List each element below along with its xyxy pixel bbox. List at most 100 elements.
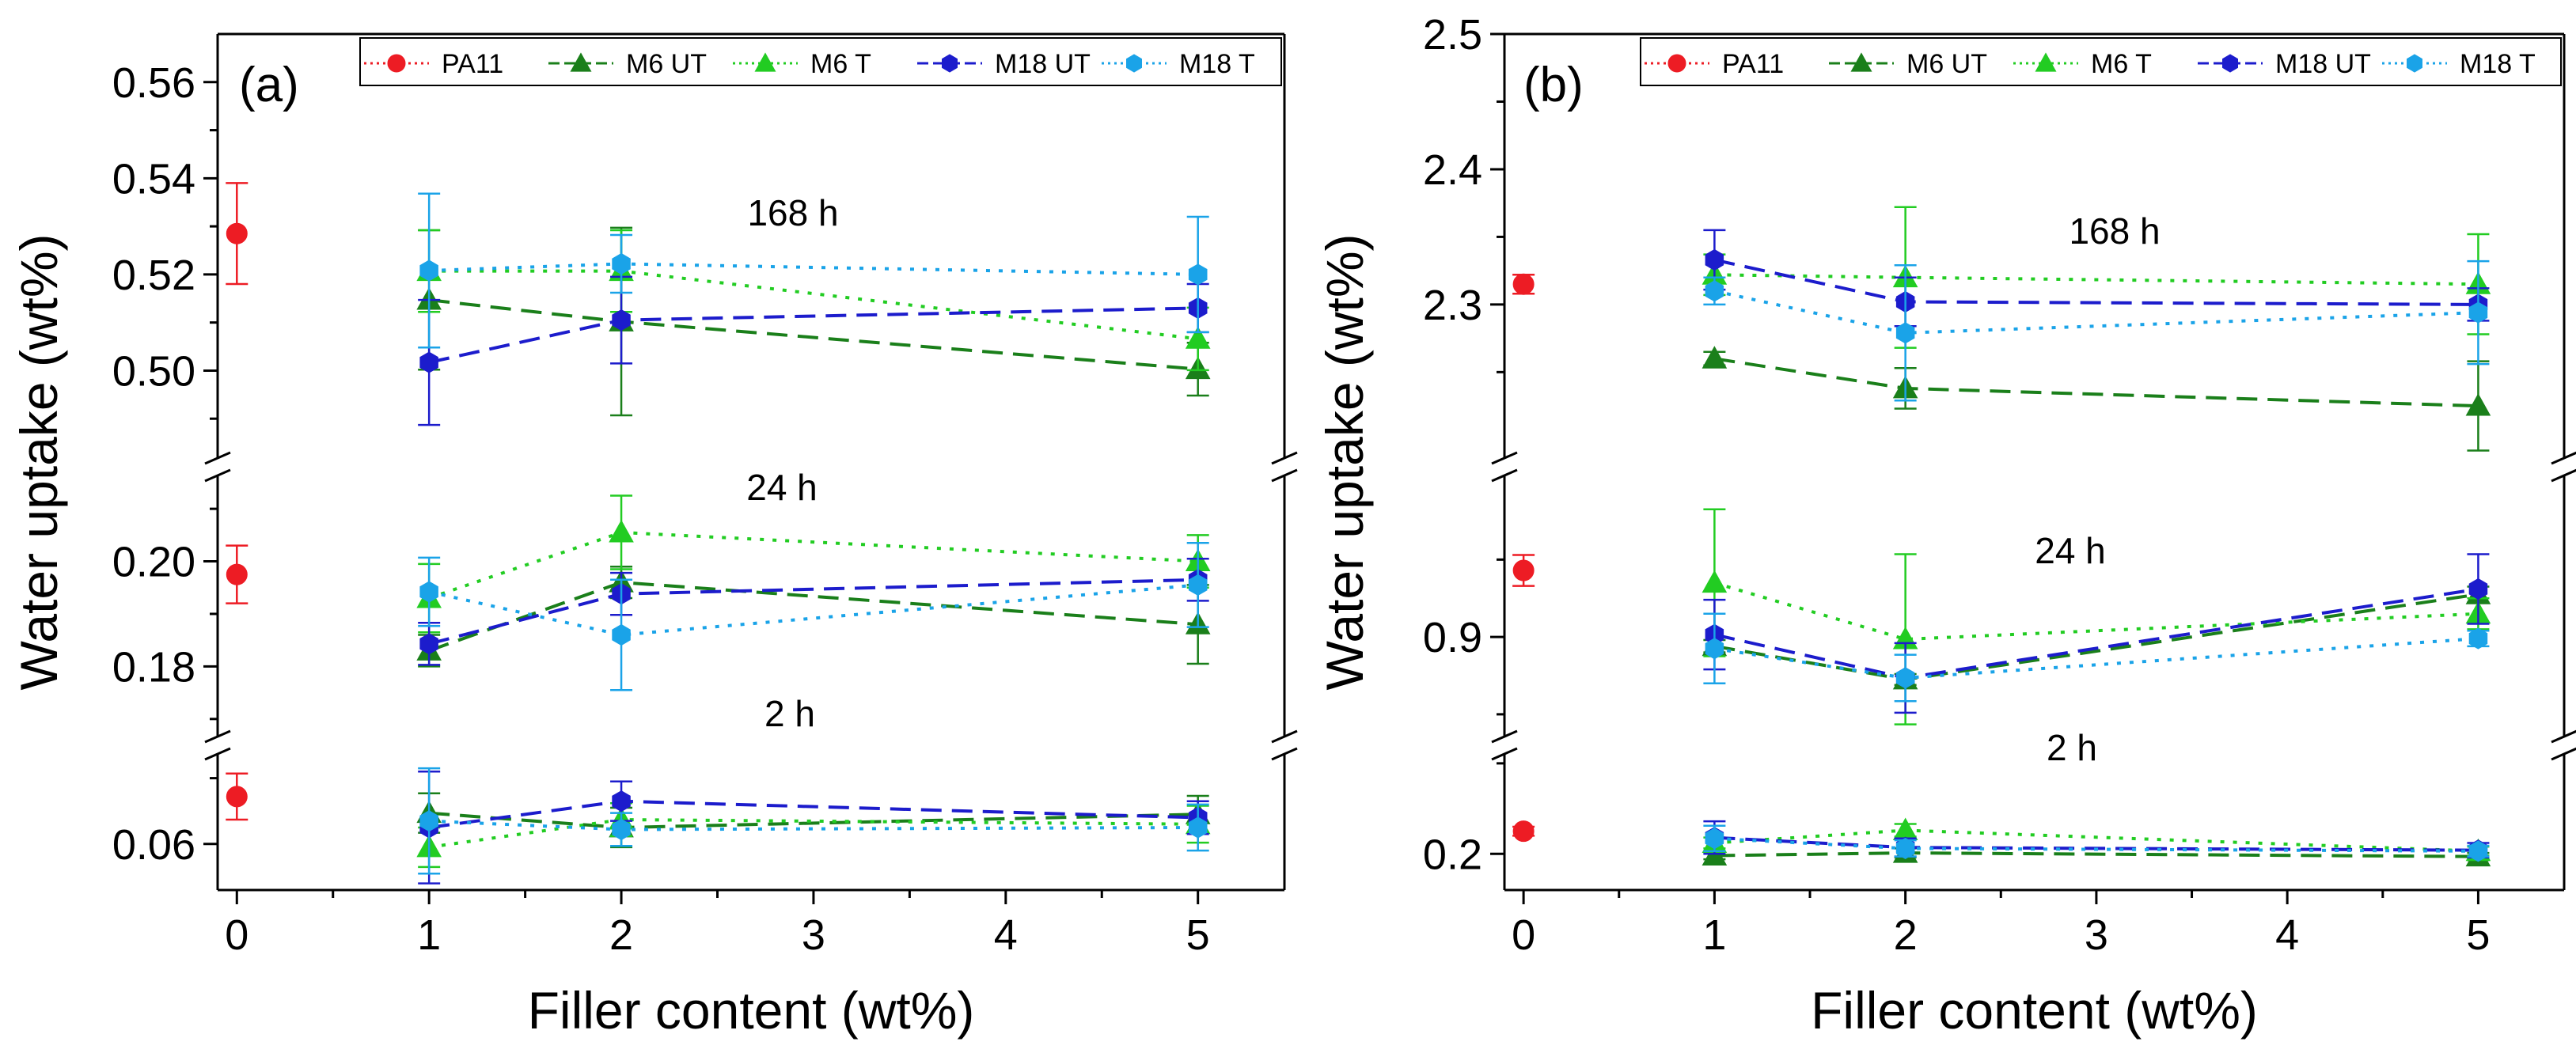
m18-t-point xyxy=(1705,638,1724,660)
axis-break-mark xyxy=(1491,729,1518,744)
legend-label-pa11: PA11 xyxy=(442,49,503,79)
series-m18-t xyxy=(1703,259,2490,402)
time-label: 2 h xyxy=(2047,727,2097,768)
m6-ut-point xyxy=(1702,346,1728,369)
series-m6-ut xyxy=(1702,840,2491,867)
panel-a-legend: PA11 M6 UT M6 T M18 UT M18 T xyxy=(359,37,1282,86)
series-m6-ut xyxy=(416,226,1211,417)
ytick-label: 0.18 xyxy=(112,643,195,691)
series-m18-t xyxy=(1703,824,2490,862)
panel-a-xtick-label: 0 xyxy=(225,911,248,959)
ytick-label: 2.3 xyxy=(1423,282,1482,329)
time-label: 24 h xyxy=(2035,530,2106,571)
panel-a-xtick-label: 2 xyxy=(609,911,633,959)
panel-b-segment-2-h: 0.2 2 h xyxy=(1423,727,2491,878)
m18-t-point xyxy=(1705,280,1724,302)
m18-t-point xyxy=(1188,263,1208,286)
panel-b-xlabel: Filler content (wt%) xyxy=(1811,981,2258,1040)
legend-marker-m6-ut xyxy=(1850,52,1872,72)
panel-a-xtick-label: 4 xyxy=(994,911,1018,959)
m6-ut-point xyxy=(2465,393,2491,416)
panel-b-xtick-label: 4 xyxy=(2275,911,2299,959)
m18-ut-line xyxy=(428,306,1198,365)
panel-a-xtick-label: 1 xyxy=(417,911,441,959)
m18-ut-point xyxy=(1705,248,1724,271)
series-m6-ut xyxy=(1702,346,2491,452)
time-label: 168 h xyxy=(747,192,838,233)
series-pa11 xyxy=(226,544,248,604)
axis-break-mark xyxy=(204,468,231,483)
panel-a-xtick-label: 5 xyxy=(1186,911,1210,959)
panel-a-xlabel: Filler content (wt%) xyxy=(528,981,975,1040)
legend-marker-m18-t xyxy=(2407,54,2422,73)
ytick-label: 0.50 xyxy=(112,347,195,395)
axis-break-mark xyxy=(1491,451,1518,465)
legend-label-m18-t: M18 T xyxy=(1179,49,1255,79)
m18-t-point xyxy=(1705,828,1724,850)
legend-label-m6-ut: M6 UT xyxy=(1906,49,1987,79)
m6-t-line xyxy=(1714,273,2479,286)
m18-t-line xyxy=(1713,289,2479,335)
m18-ut-point xyxy=(612,309,631,331)
series-m6-ut xyxy=(1702,581,2491,690)
m18-t-point xyxy=(419,810,438,832)
panel-b-xtick-label: 2 xyxy=(1894,911,1918,959)
series-pa11 xyxy=(1512,820,1535,843)
series-m18-t xyxy=(418,767,1209,875)
m18-ut-point xyxy=(612,790,631,812)
m18-ut-line xyxy=(1713,587,2479,680)
legend-marker-m18-t xyxy=(1126,54,1142,73)
m18-ut-point xyxy=(2468,578,2488,600)
axis-break-mark xyxy=(2551,747,2576,761)
series-pa11 xyxy=(226,772,248,821)
axis-break-mark xyxy=(204,451,231,465)
pa11-point xyxy=(226,563,248,585)
ytick-label: 0.52 xyxy=(112,252,195,299)
panel-a-xtick-label: 3 xyxy=(802,911,825,959)
series-pa11 xyxy=(1512,273,1535,295)
ytick-label: 0.9 xyxy=(1423,614,1482,661)
panel-b-label: (b) xyxy=(1523,58,1584,112)
series-m18-ut xyxy=(418,275,1209,426)
axis-break-mark xyxy=(1491,468,1518,483)
time-label: 168 h xyxy=(2069,210,2160,252)
panel-b-xtick-label: 5 xyxy=(2466,911,2490,959)
m18-t-point xyxy=(419,259,438,282)
series-m18-ut xyxy=(418,557,1209,666)
m6-ut-line xyxy=(1714,357,2479,408)
axis-break-mark xyxy=(204,729,231,744)
m18-t-point xyxy=(1188,816,1208,839)
m18-ut-line xyxy=(428,578,1198,646)
m18-t-point xyxy=(1895,322,1915,344)
panel-b-xtick-label: 0 xyxy=(1512,911,1535,959)
axis-break-mark xyxy=(1271,468,1298,483)
m18-t-point xyxy=(419,581,438,603)
axis-break-mark xyxy=(1491,747,1518,761)
m18-t-point xyxy=(612,252,631,275)
legend-label-m6-ut: M6 UT xyxy=(626,49,707,79)
m6-t-line xyxy=(429,269,1198,341)
m18-t-point xyxy=(2468,627,2488,650)
axis-break-mark xyxy=(204,747,231,761)
series-m6-t xyxy=(416,229,1211,372)
axis-break-mark xyxy=(2551,451,2576,465)
m18-t-point xyxy=(2468,840,2488,862)
m18-t-point xyxy=(1895,837,1915,859)
panel-a-segment-24-h: 0.18 0.20 24 h xyxy=(112,467,1211,721)
ytick-label: 0.06 xyxy=(112,821,195,869)
legend-label-m6-t: M6 T xyxy=(810,49,871,79)
m18-t-line xyxy=(428,583,1198,637)
legend-label-m18-ut: M18 UT xyxy=(2275,49,2371,79)
legend-marker-m18-ut xyxy=(2222,54,2238,73)
series-m6-t xyxy=(416,494,1211,634)
m6-t-point xyxy=(1702,570,1728,593)
series-pa11 xyxy=(226,182,248,286)
m18-t-point xyxy=(2468,301,2488,324)
m18-t-point xyxy=(612,818,631,841)
panel-b-segment-168-h: 2.3 2.4 2.5 168 h xyxy=(1423,11,2491,452)
time-label: 2 h xyxy=(764,693,815,734)
pa11-point xyxy=(1512,820,1535,843)
legend-marker-m18-ut xyxy=(942,54,958,73)
panel-a: (a) Filler content (wt%) Water uptake (wt%… xyxy=(9,32,1298,1040)
